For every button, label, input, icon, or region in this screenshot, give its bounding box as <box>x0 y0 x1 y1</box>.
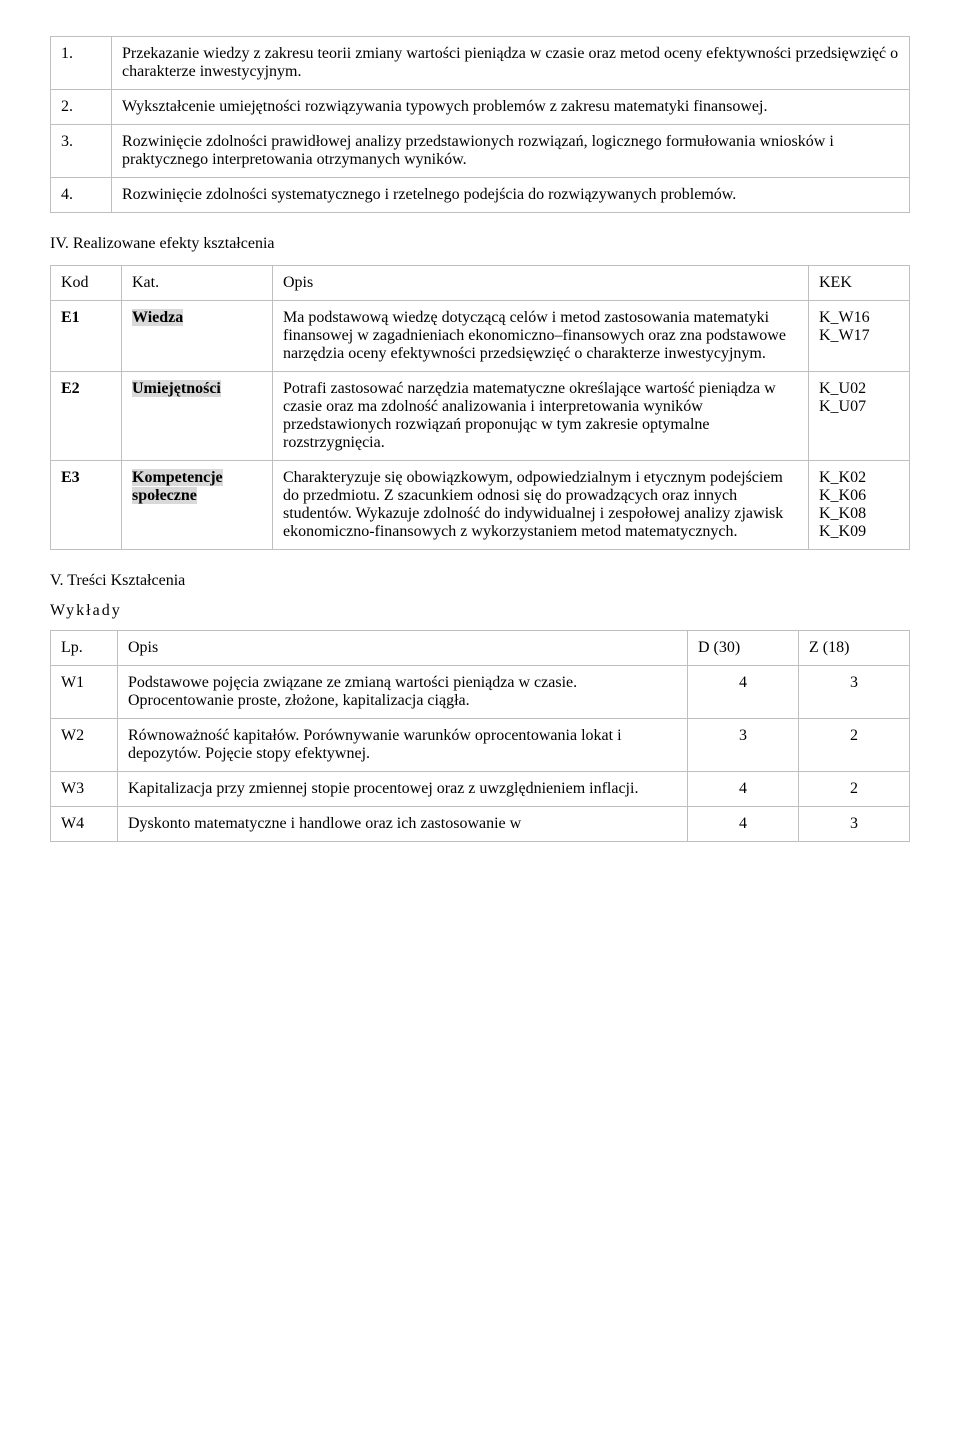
objective-num: 1. <box>51 37 112 90</box>
kek-code: K_K02 <box>819 469 899 487</box>
effect-kod: E2 <box>51 372 122 461</box>
objective-row: 1.Przekazanie wiedzy z zakresu teorii zm… <box>51 37 910 90</box>
lecture-z: 2 <box>799 719 910 772</box>
objective-text: Rozwinięcie zdolności prawidłowej analiz… <box>112 125 910 178</box>
kek-code: K_K08 <box>819 505 899 523</box>
lectures-table: Lp. Opis D (30) Z (18) W1Podstawowe poję… <box>50 630 910 842</box>
effects-table: Kod Kat. Opis KEK E1 Wiedza Ma podstawową … <box>50 265 910 550</box>
effect-kat: Wiedza <box>122 301 273 372</box>
objective-text: Przekazanie wiedzy z zakresu teorii zmia… <box>112 37 910 90</box>
col-d: D (30) <box>688 631 799 666</box>
objectives-table: 1.Przekazanie wiedzy z zakresu teorii zm… <box>50 36 910 213</box>
lecture-d: 4 <box>688 807 799 842</box>
kek-code: K_U02 <box>819 380 899 398</box>
effect-kat-label: Kompetencje społeczne <box>132 469 223 504</box>
lectures-label: Wykłady <box>50 602 910 620</box>
effect-kod: E3 <box>51 461 122 550</box>
lecture-d: 3 <box>688 719 799 772</box>
objective-num: 3. <box>51 125 112 178</box>
content-heading: V. Treści Kształcenia <box>50 572 910 590</box>
effect-kek: K_U02K_U07 <box>809 372 910 461</box>
lecture-row: W2Równoważność kapitałów. Porównywanie w… <box>51 719 910 772</box>
effects-header-row: Kod Kat. Opis KEK <box>51 266 910 301</box>
lecture-lp: W4 <box>51 807 118 842</box>
col-z: Z (18) <box>799 631 910 666</box>
effect-kat-label: Wiedza <box>132 309 183 326</box>
effect-row: E3 Kompetencje społeczne Charakteryzuje si… <box>51 461 910 550</box>
col-kat: Kat. <box>122 266 273 301</box>
col-opis: Opis <box>273 266 809 301</box>
effect-kat: Umiejętności <box>122 372 273 461</box>
effect-kek: K_W16K_W17 <box>809 301 910 372</box>
lecture-opis: Dyskonto matematyczne i handlowe oraz ic… <box>118 807 688 842</box>
objective-row: 4.Rozwinięcie zdolności systematycznego … <box>51 178 910 213</box>
lecture-d: 4 <box>688 666 799 719</box>
lecture-opis: Kapitalizacja przy zmiennej stopie proce… <box>118 772 688 807</box>
effects-heading: IV. Realizowane efekty kształcenia <box>50 235 910 253</box>
effect-opis: Ma podstawową wiedzę dotyczącą celów i m… <box>273 301 809 372</box>
lecture-opis: Podstawowe pojęcia związane ze zmianą wa… <box>118 666 688 719</box>
lecture-row: W4Dyskonto matematyczne i handlowe oraz … <box>51 807 910 842</box>
objective-row: 2.Wykształcenie umiejętności rozwiązywan… <box>51 90 910 125</box>
effect-row: E1 Wiedza Ma podstawową wiedzę dotyczącą c… <box>51 301 910 372</box>
lecture-lp: W3 <box>51 772 118 807</box>
col-lect-opis: Opis <box>118 631 688 666</box>
lecture-z: 2 <box>799 772 910 807</box>
objective-text: Wykształcenie umiejętności rozwiązywania… <box>112 90 910 125</box>
lecture-d: 4 <box>688 772 799 807</box>
effect-kat: Kompetencje społeczne <box>122 461 273 550</box>
lectures-header-row: Lp. Opis D (30) Z (18) <box>51 631 910 666</box>
col-kod: Kod <box>51 266 122 301</box>
objective-num: 2. <box>51 90 112 125</box>
kek-code: K_K06 <box>819 487 899 505</box>
effect-kod: E1 <box>51 301 122 372</box>
kek-code: K_W16 <box>819 309 899 327</box>
effect-kat-label: Umiejętności <box>132 380 221 397</box>
col-kek: KEK <box>809 266 910 301</box>
kek-code: K_W17 <box>819 327 899 345</box>
effect-kek: K_K02K_K06K_K08K_K09 <box>809 461 910 550</box>
lecture-row: W3Kapitalizacja przy zmiennej stopie pro… <box>51 772 910 807</box>
lecture-row: W1Podstawowe pojęcia związane ze zmianą … <box>51 666 910 719</box>
objective-num: 4. <box>51 178 112 213</box>
lecture-opis: Równoważność kapitałów. Porównywanie war… <box>118 719 688 772</box>
lecture-lp: W2 <box>51 719 118 772</box>
effect-opis: Charakteryzuje się obowiązkowym, odpowie… <box>273 461 809 550</box>
effect-row: E2 Umiejętności Potrafi zastosować narzędz… <box>51 372 910 461</box>
objective-row: 3.Rozwinięcie zdolności prawidłowej anal… <box>51 125 910 178</box>
objective-text: Rozwinięcie zdolności systematycznego i … <box>112 178 910 213</box>
lecture-z: 3 <box>799 666 910 719</box>
kek-code: K_U07 <box>819 398 899 416</box>
lecture-lp: W1 <box>51 666 118 719</box>
kek-code: K_K09 <box>819 523 899 541</box>
lecture-z: 3 <box>799 807 910 842</box>
col-lp: Lp. <box>51 631 118 666</box>
effect-opis: Potrafi zastosować narzędzia matematyczn… <box>273 372 809 461</box>
